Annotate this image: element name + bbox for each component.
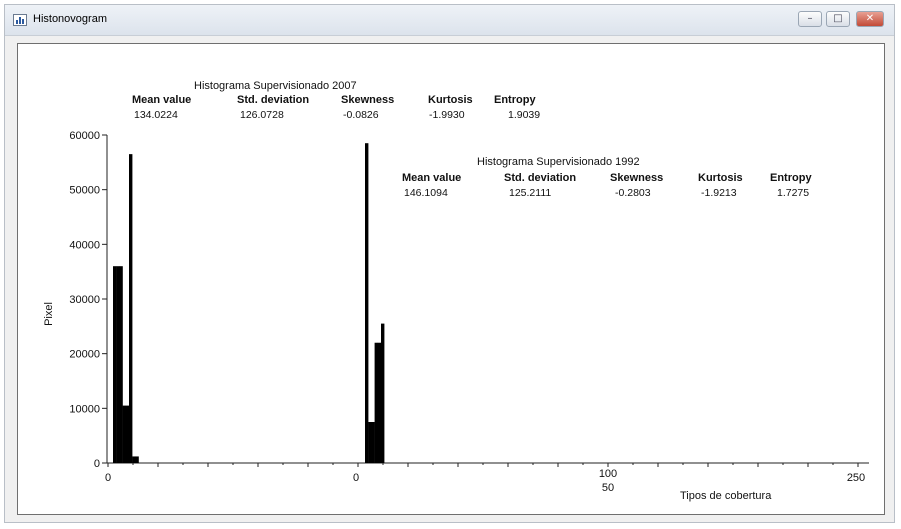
histogram-window: Histonovogram – □ ✕ Histograma Supervisi… [4, 4, 895, 523]
stat-2007-header-std: Std. deviation [237, 94, 309, 106]
stat-2007-entropy-value: 1.9039 [508, 109, 540, 121]
title-bar[interactable]: Histonovogram – □ ✕ [5, 5, 894, 36]
chart-1992-title: Histograma Supervisionado 1992 [477, 156, 640, 168]
x-tick-label-2007-0: 0 [105, 472, 111, 484]
stat-1992-entropy-value: 1.7275 [777, 187, 809, 199]
stat-1992-std-value: 125.2111 [509, 187, 551, 199]
histogram-1992-bar-1 [365, 143, 369, 463]
y-tick-label-20000: 20000 [69, 349, 100, 361]
histogram-app-icon [13, 14, 27, 26]
histogram-1992-bar-3 [371, 422, 375, 463]
stat-2007-header-entropy: Entropy [494, 94, 536, 106]
stat-1992-header-kurtosis: Kurtosis [698, 172, 743, 184]
x-tick-label-1992-0: 0 [353, 472, 359, 484]
x-axis-title: Tipos de cobertura [680, 490, 772, 502]
stat-1992-header-std: Std. deviation [504, 172, 576, 184]
stat-1992-kurtosis-value: -1.9213 [701, 187, 737, 199]
histogram-2007-bar-8 [135, 456, 139, 463]
stat-1992-header-skewness: Skewness [610, 172, 663, 184]
stat-2007-skewness-value: -0.0826 [343, 109, 379, 121]
stat-1992-mean-value: 146.1094 [404, 187, 448, 199]
histogram-2007-bar-3 [119, 266, 123, 463]
histogram-2007-bar-6 [129, 154, 133, 463]
stat-2007-header-kurtosis: Kurtosis [428, 94, 473, 106]
minimize-button[interactable]: – [798, 11, 822, 27]
y-tick-label-50000: 50000 [69, 185, 100, 197]
histogram-1992-bar-6 [381, 323, 385, 463]
stat-2007-header-skewness: Skewness [341, 94, 394, 106]
histogram-1992-bar-2 [368, 422, 372, 463]
histogram-2007-bar-1 [113, 266, 117, 463]
stat-1992-header-entropy: Entropy [770, 172, 812, 184]
maximize-icon: □ [833, 13, 843, 24]
histogram-chart: Histograma Supervisionado 2007 Mean valu… [43, 80, 869, 502]
y-tick-label-30000: 30000 [69, 294, 100, 306]
stat-2007-header-mean: Mean value [132, 94, 191, 106]
x-tick-label-2007-250: 250 [847, 472, 865, 484]
histogram-2007-bar-5 [125, 405, 130, 463]
close-icon: ✕ [865, 13, 875, 24]
y-axis-title: Pixel [43, 302, 55, 326]
stat-2007-kurtosis-value: -1.9930 [429, 109, 465, 121]
histogram-1992-bar-4 [374, 342, 378, 463]
chart-2007-title: Histograma Supervisionado 2007 [194, 80, 357, 92]
maximize-button[interactable]: □ [826, 11, 850, 27]
y-tick-label-40000: 40000 [69, 239, 100, 251]
x-tick-label-2007-100: 100 [599, 468, 617, 480]
stat-2007-mean-value: 134.0224 [134, 109, 178, 121]
y-tick-label-0: 0 [94, 458, 100, 470]
histogram-2007-bar-2 [116, 266, 120, 463]
histogram-panel: Histograma Supervisionado 2007 Mean valu… [17, 43, 885, 515]
stat-1992-skewness-value: -0.2803 [615, 187, 651, 199]
histogram-2007-bar-7 [132, 456, 136, 463]
stat-2007-std-value: 126.0728 [240, 109, 284, 121]
histogram-2007-bar-4 [122, 405, 126, 463]
stat-1992-header-mean: Mean value [402, 172, 461, 184]
close-button[interactable]: ✕ [856, 11, 884, 27]
y-tick-label-60000: 60000 [69, 130, 100, 142]
window-title: Histonovogram [33, 13, 107, 25]
y-tick-label-10000: 10000 [69, 403, 100, 415]
histogram-1992-bar-5 [377, 342, 382, 463]
minimize-icon: – [807, 13, 813, 24]
x-tick-label-1992-50: 50 [602, 482, 614, 494]
